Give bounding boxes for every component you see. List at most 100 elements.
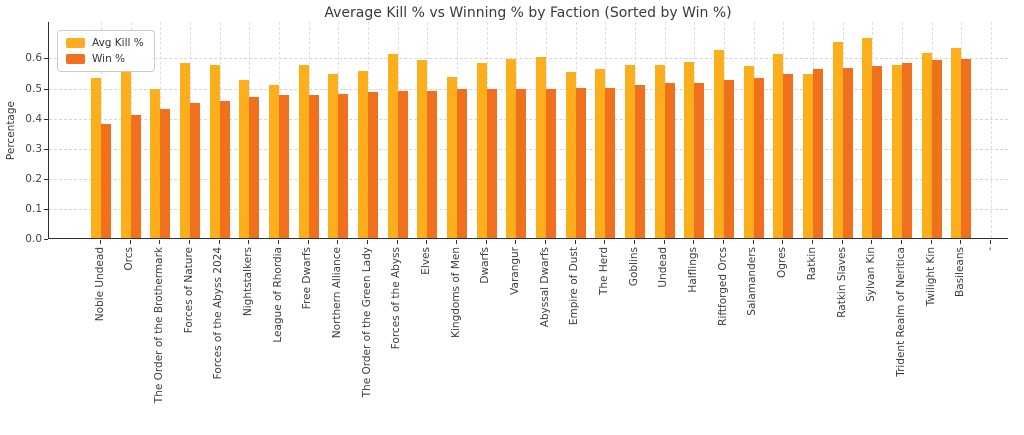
x-label-cell-14: Varangur (507, 247, 523, 433)
win-bar-23 (783, 73, 794, 238)
avg-kill-bar-7 (298, 64, 309, 238)
win-bar-2 (160, 108, 171, 238)
win-bar-1 (130, 114, 141, 238)
win-bar-12 (457, 89, 468, 238)
avg-kill-bar-29 (951, 48, 962, 238)
h-gridline (49, 208, 1008, 210)
x-label: The Herd (598, 247, 611, 296)
x-label-cell-0: Noble Undead (92, 247, 108, 433)
x-label: Riftforged Orcs (716, 247, 729, 326)
x-label: Ogres (776, 247, 789, 278)
x-label-cell-25: Ratkin Slaves (834, 247, 850, 433)
win-bar-20 (694, 83, 705, 238)
x-tick-mark (218, 240, 220, 244)
x-tick-mark (337, 240, 339, 244)
x-label-cell-1: Orcs (122, 247, 138, 433)
legend-label-avg-kill: Avg Kill % (92, 37, 144, 49)
x-tick-mark (604, 240, 606, 244)
x-label-cell-12: Kingdoms of Men (448, 247, 464, 433)
x-label: Goblins (627, 247, 640, 287)
x-axis-labels: Noble Undead Orcs The Order of the Brother… (48, 247, 1008, 433)
x-label: Abyssal Dwarfs (538, 247, 551, 328)
y-tick-mark (44, 178, 48, 180)
x-label-cell-8: Northern Alliance (329, 247, 345, 433)
avg-kill-bar-9 (358, 70, 369, 238)
x-tick-mark (426, 240, 428, 244)
win-bar-4 (219, 101, 230, 238)
avg-kill-bar-22 (743, 66, 754, 238)
avg-kill-bar-18 (625, 64, 636, 238)
x-tick-mark (812, 240, 814, 244)
win-bar-15 (546, 89, 557, 238)
x-tick-mark (396, 240, 398, 244)
avg-kill-bar-14 (506, 58, 517, 238)
win-bar-9 (368, 92, 379, 238)
avg-kill-bar-24 (803, 73, 814, 238)
x-tick-mark (129, 240, 131, 244)
avg-kill-bar-0 (91, 78, 101, 238)
win-swatch-icon (66, 54, 85, 64)
avg-kill-bar-13 (476, 63, 487, 238)
h-gridline (49, 58, 1008, 60)
y-tick-label: 0.2 (25, 172, 42, 185)
avg-kill-bar-5 (239, 79, 250, 238)
x-label-cell-20: Halflings (685, 247, 701, 433)
x-tick-mark (693, 240, 695, 244)
x-label-cell-5: Nightstalkers (240, 247, 256, 433)
y-tick-mark (44, 148, 48, 150)
x-label-cell-10: Forces of the Abyss (389, 247, 405, 433)
x-tick-mark (248, 240, 250, 244)
x-label-cell-4: Forces of the Abyss 2024 (211, 247, 227, 433)
x-tick-mark (901, 240, 903, 244)
win-bar-18 (635, 84, 646, 238)
x-label-cell-15: Abyssal Dwarfs (537, 247, 553, 433)
x-label: Kingdoms of Men (449, 247, 462, 338)
x-tick-mark (515, 240, 517, 244)
x-tick-mark (782, 240, 784, 244)
x-label: Undead (657, 247, 670, 288)
x-label: - (983, 247, 996, 251)
win-bar-21 (724, 79, 735, 238)
x-label: Sylvan Kin (865, 247, 878, 302)
x-label: Twilight Kin (924, 247, 937, 307)
x-label-cell-26: Sylvan Kin (863, 247, 879, 433)
h-gridline (49, 88, 1008, 90)
avg-kill-bar-26 (862, 37, 873, 238)
x-tick-mark (189, 240, 190, 244)
win-bar-3 (190, 102, 200, 238)
legend-row-avg-kill: Avg Kill % (66, 37, 144, 49)
x-label-cell-28: Twilight Kin (923, 247, 939, 433)
win-bar-13 (486, 89, 497, 238)
x-label-cell-21: Riftforged Orcs (715, 247, 731, 433)
avg-kill-bar-21 (714, 49, 725, 238)
y-tick-label: 0.6 (25, 52, 42, 65)
win-bar-28 (931, 60, 942, 238)
avg-kill-bar-6 (269, 84, 280, 238)
avg-kill-bar-3 (180, 63, 190, 238)
x-tick-mark (456, 240, 458, 244)
x-tick-mark (307, 240, 309, 244)
win-bar-24 (813, 69, 824, 238)
x-label: Forces of the Abyss (390, 247, 403, 350)
y-tick-label: 0.3 (25, 142, 42, 155)
y-tick-mark (44, 239, 48, 240)
x-label: Nightstalkers (242, 247, 255, 317)
x-tick-mark (960, 240, 962, 244)
x-label-cell-30: - (982, 247, 998, 433)
x-label: Ratkin Slaves (835, 247, 848, 318)
x-label: The Order of the Brothermark (153, 247, 166, 404)
y-tick-mark (44, 58, 48, 60)
win-bar-25 (842, 67, 853, 238)
win-bar-8 (338, 93, 349, 238)
avg-kill-bar-10 (387, 54, 398, 238)
x-tick-mark (278, 240, 280, 244)
avg-kill-bar-20 (684, 61, 695, 238)
x-label-cell-27: Trident Realm of Neritica (893, 247, 909, 433)
h-gridline (49, 118, 1008, 120)
avg-kill-bar-25 (832, 42, 843, 238)
avg-kill-bar-19 (654, 64, 665, 238)
h-gridline (49, 148, 1008, 150)
win-bar-19 (664, 83, 675, 238)
win-bar-29 (961, 58, 972, 238)
